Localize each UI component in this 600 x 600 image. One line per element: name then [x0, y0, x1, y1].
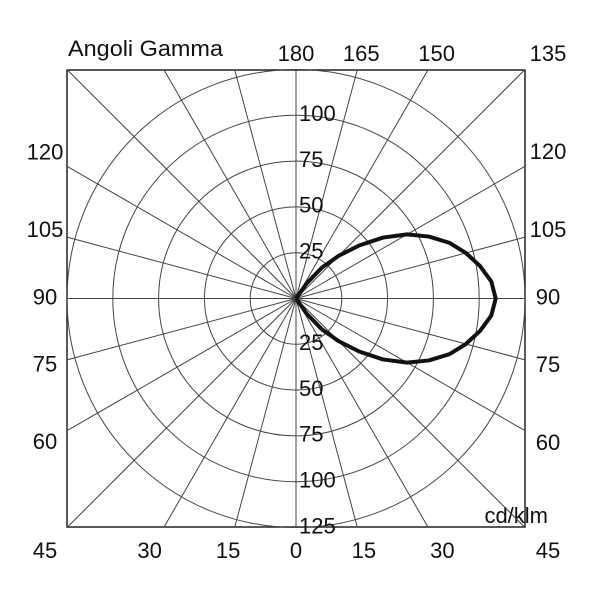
angle-label: 15	[352, 538, 376, 563]
angle-label: 75	[33, 352, 57, 377]
angle-label: 75	[536, 352, 560, 377]
angle-label: 90	[536, 284, 560, 309]
grid-line	[66, 298, 297, 432]
angle-label: 30	[137, 538, 161, 563]
r-tick-label: 75	[299, 147, 323, 172]
grid-line	[295, 298, 526, 432]
grid-line	[295, 298, 526, 528]
angle-label: 165	[343, 41, 380, 66]
unit-label: cd/klm	[484, 503, 548, 528]
angle-label: 120	[27, 139, 64, 164]
grid-line	[66, 69, 297, 299]
r-tick-label: 125	[299, 513, 336, 538]
r-tick-label: 25	[299, 330, 323, 355]
angle-label: 135	[530, 41, 567, 66]
grid-line	[295, 298, 358, 528]
angle-label: 60	[33, 429, 57, 454]
angle-label: 45	[536, 538, 560, 563]
grid-line	[295, 298, 429, 528]
grid-line	[295, 165, 526, 299]
angle-label: 60	[536, 430, 560, 455]
chart-title: Angoli Gamma	[68, 36, 224, 61]
r-tick-label: 75	[299, 422, 323, 447]
angle-label: 105	[27, 217, 64, 242]
angle-label: 0	[290, 538, 302, 563]
r-tick-label: 25	[299, 239, 323, 264]
grid-line	[66, 236, 297, 299]
grid-line	[66, 165, 297, 299]
r-tick-label: 50	[299, 193, 323, 218]
grid-line	[163, 69, 297, 299]
grid-line	[234, 298, 297, 528]
angle-label: 105	[530, 217, 567, 242]
grid-line	[234, 69, 297, 299]
r-tick-label: 100	[299, 101, 336, 126]
grid-line	[66, 298, 297, 528]
angle-label: 45	[33, 538, 57, 563]
angle-label: 120	[530, 139, 567, 164]
angle-label: 150	[418, 41, 455, 66]
r-tick-label: 50	[299, 376, 323, 401]
grid-line	[66, 298, 297, 361]
grid-line	[295, 298, 526, 361]
grid-line	[163, 298, 297, 528]
angle-label: 180	[278, 41, 315, 66]
intensity-curve	[294, 232, 498, 365]
grid-line	[295, 69, 358, 299]
grid-line	[295, 69, 429, 299]
angle-label: 30	[430, 538, 454, 563]
angle-label: 15	[216, 538, 240, 563]
grid-line	[295, 236, 526, 299]
r-tick-label: 100	[299, 468, 336, 493]
angle-label: 90	[33, 284, 57, 309]
